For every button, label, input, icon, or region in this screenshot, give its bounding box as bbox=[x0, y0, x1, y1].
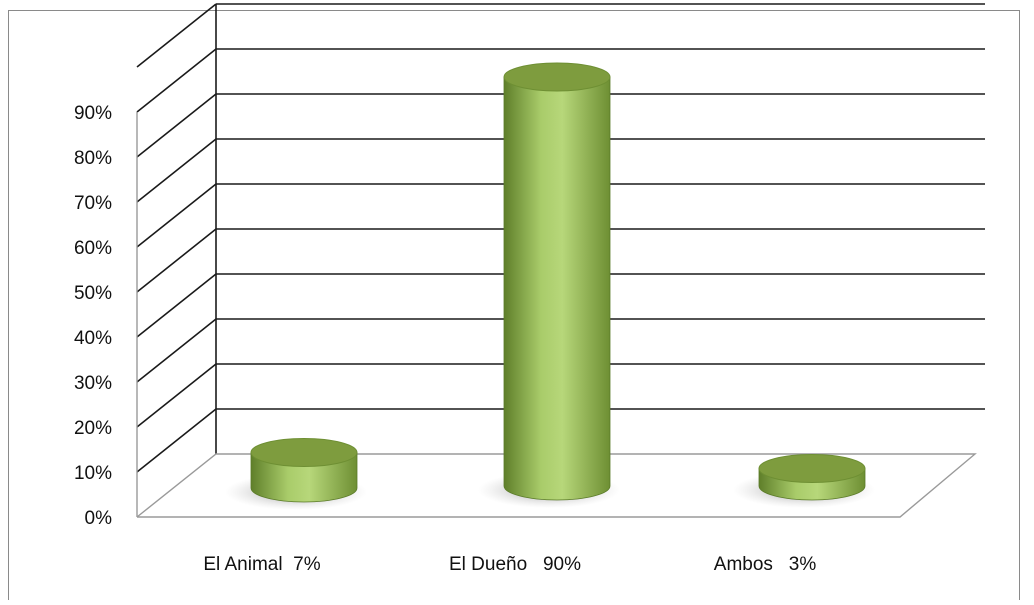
gridline-side bbox=[136, 183, 217, 248]
gridline-side bbox=[136, 48, 217, 113]
gridline-side bbox=[136, 363, 217, 428]
y-tick-label: 40% bbox=[74, 328, 112, 349]
y-tick-label: 0% bbox=[85, 508, 113, 529]
y-tick-label: 10% bbox=[74, 463, 112, 484]
bar-top bbox=[250, 438, 358, 467]
x-axis-ticks: El Animal 7% El Dueño 90% Ambos 3% bbox=[203, 554, 816, 575]
y-tick-label: 20% bbox=[74, 418, 112, 439]
gridline-side bbox=[136, 93, 217, 158]
bar-top bbox=[503, 62, 611, 92]
bars bbox=[225, 62, 875, 510]
gridline-side bbox=[136, 273, 217, 338]
y-tick-label: 50% bbox=[74, 283, 112, 304]
bar bbox=[478, 62, 620, 508]
x-tick-label: El Animal 7% bbox=[203, 554, 320, 575]
y-tick-label: 30% bbox=[74, 373, 112, 394]
gridline-side bbox=[136, 3, 217, 68]
chart-floor bbox=[136, 453, 977, 518]
bar-body bbox=[503, 76, 611, 501]
chart-frame bbox=[8, 10, 1020, 600]
gridline-side bbox=[136, 228, 217, 293]
gridline-side bbox=[136, 408, 217, 473]
bar bbox=[733, 454, 875, 508]
x-tick-label: Ambos 3% bbox=[714, 554, 817, 575]
y-tick-label: 60% bbox=[74, 238, 112, 259]
gridline-side bbox=[136, 318, 217, 383]
floor-outline bbox=[136, 453, 977, 518]
y-tick-label: 70% bbox=[74, 193, 112, 214]
y-axis-ticks: 0% 10% 20% 30% 40% 50% 60% 70% 80% 90% bbox=[74, 103, 112, 529]
bar-top bbox=[758, 454, 866, 483]
y-tick-label: 90% bbox=[74, 103, 112, 124]
gridline-side bbox=[136, 138, 217, 203]
x-tick-label: El Dueño 90% bbox=[449, 554, 581, 575]
y-tick-label: 80% bbox=[74, 148, 112, 169]
bar bbox=[225, 438, 367, 510]
